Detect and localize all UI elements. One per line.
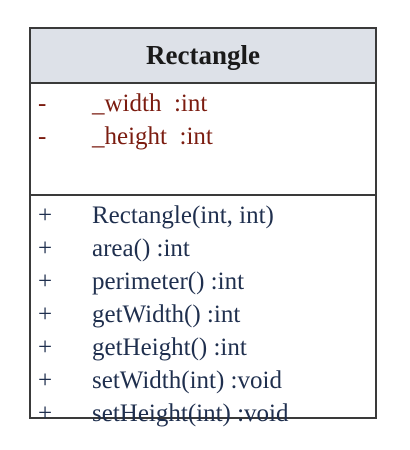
class-header: Rectangle [31, 29, 375, 84]
attribute-row: - _width :int [31, 87, 375, 120]
method-visibility: + [38, 334, 53, 361]
attribute-row: - _height :int [31, 120, 375, 153]
method-row: + getHeight() :int [31, 331, 375, 364]
method-visibility: + [38, 268, 53, 295]
method-signature: Rectangle(int, int) [92, 202, 274, 229]
method-row: + Rectangle(int, int) [31, 199, 375, 232]
attribute-type: :int [179, 123, 213, 150]
attribute-declaration: _width :int [92, 87, 207, 120]
method-visibility: + [38, 235, 53, 262]
method-visibility: + [38, 301, 53, 328]
attribute-declaration: _height :int [92, 120, 213, 153]
method-signature: getWidth() :int [92, 301, 241, 328]
attribute-name: _width [92, 90, 162, 117]
method-visibility: + [38, 202, 53, 229]
method-row: + setHeight(int) :void [31, 397, 375, 430]
method-signature: area() :int [92, 235, 190, 262]
method-signature: perimeter() :int [92, 268, 245, 295]
method-row: + perimeter() :int [31, 265, 375, 298]
method-row: + setWidth(int) :void [31, 364, 375, 397]
attribute-visibility: - [38, 123, 47, 150]
method-signature: setWidth(int) :void [92, 367, 282, 394]
method-visibility: + [38, 400, 53, 427]
method-signature: setHeight(int) :void [92, 400, 289, 427]
method-row: + getWidth() :int [31, 298, 375, 331]
class-name: Rectangle [146, 40, 260, 70]
attributes-compartment: - _width :int - _height :int [31, 84, 375, 196]
attribute-name: _height [92, 123, 167, 150]
method-row: + area() :int [31, 232, 375, 265]
method-visibility: + [38, 367, 53, 394]
attribute-visibility: - [38, 90, 47, 117]
attribute-type: :int [173, 90, 208, 117]
method-signature: getHeight() :int [92, 334, 247, 361]
uml-class-box: Rectangle - _width :int - _height :int +… [29, 27, 377, 427]
